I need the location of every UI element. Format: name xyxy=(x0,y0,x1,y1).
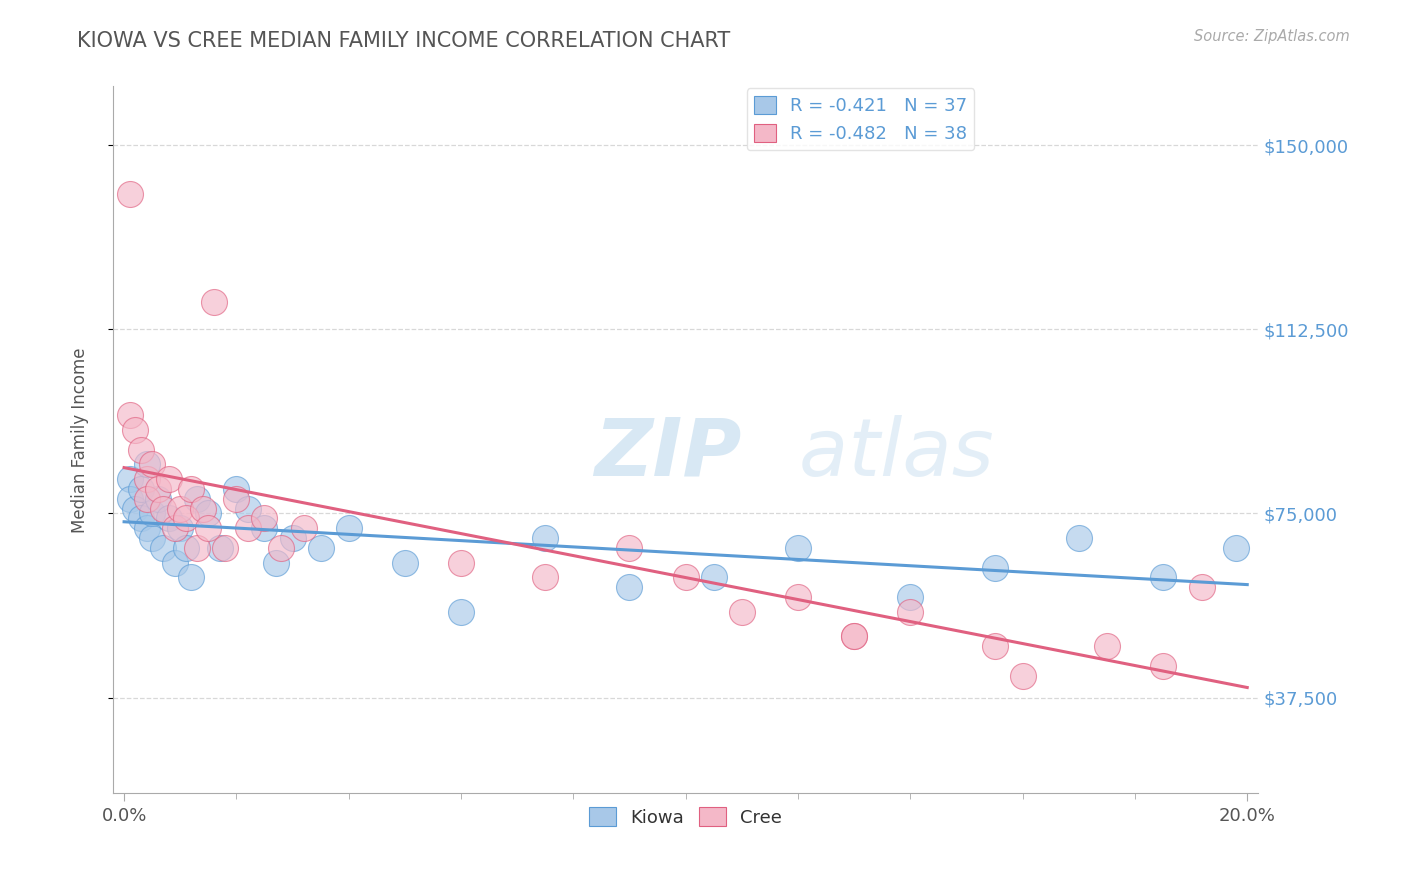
Point xyxy=(152,541,174,555)
Point xyxy=(124,423,146,437)
Point xyxy=(157,511,180,525)
Point xyxy=(1067,531,1090,545)
Point xyxy=(129,511,152,525)
Point xyxy=(163,556,186,570)
Text: KIOWA VS CREE MEDIAN FAMILY INCOME CORRELATION CHART: KIOWA VS CREE MEDIAN FAMILY INCOME CORRE… xyxy=(77,31,731,51)
Point xyxy=(146,482,169,496)
Point xyxy=(118,472,141,486)
Point xyxy=(731,605,754,619)
Point xyxy=(141,531,163,545)
Point xyxy=(1191,580,1213,594)
Point xyxy=(186,541,208,555)
Point xyxy=(129,482,152,496)
Point xyxy=(675,570,697,584)
Point xyxy=(619,541,641,555)
Point xyxy=(1011,668,1033,682)
Point xyxy=(394,556,416,570)
Point xyxy=(898,605,921,619)
Point xyxy=(225,491,247,506)
Point xyxy=(118,409,141,423)
Point xyxy=(264,556,287,570)
Point xyxy=(174,541,197,555)
Point xyxy=(135,458,157,472)
Point xyxy=(118,491,141,506)
Point xyxy=(197,521,219,535)
Point xyxy=(146,491,169,506)
Point xyxy=(842,629,865,643)
Point xyxy=(124,501,146,516)
Point xyxy=(174,511,197,525)
Point xyxy=(270,541,292,555)
Point xyxy=(898,590,921,604)
Point xyxy=(152,501,174,516)
Point xyxy=(236,521,259,535)
Point xyxy=(225,482,247,496)
Point xyxy=(292,521,315,535)
Point xyxy=(135,521,157,535)
Point xyxy=(141,507,163,521)
Point xyxy=(787,541,810,555)
Text: ZIP: ZIP xyxy=(593,415,741,493)
Point xyxy=(1225,541,1247,555)
Point xyxy=(787,590,810,604)
Point xyxy=(236,501,259,516)
Point xyxy=(1095,639,1118,653)
Point xyxy=(197,507,219,521)
Point xyxy=(214,541,236,555)
Point xyxy=(135,472,157,486)
Point xyxy=(202,295,225,310)
Point xyxy=(983,560,1005,574)
Point xyxy=(157,472,180,486)
Point xyxy=(703,570,725,584)
Point xyxy=(180,482,202,496)
Point xyxy=(1152,570,1174,584)
Point xyxy=(1152,658,1174,673)
Point xyxy=(129,442,152,457)
Point xyxy=(118,187,141,202)
Point xyxy=(842,629,865,643)
Point xyxy=(191,501,214,516)
Point xyxy=(534,531,557,545)
Point xyxy=(253,511,276,525)
Y-axis label: Median Family Income: Median Family Income xyxy=(72,347,89,533)
Legend: Kiowa, Cree: Kiowa, Cree xyxy=(582,800,789,834)
Point xyxy=(983,639,1005,653)
Point xyxy=(169,501,191,516)
Point xyxy=(619,580,641,594)
Point xyxy=(141,458,163,472)
Point xyxy=(186,491,208,506)
Point xyxy=(337,521,360,535)
Point xyxy=(169,521,191,535)
Point xyxy=(253,521,276,535)
Text: Source: ZipAtlas.com: Source: ZipAtlas.com xyxy=(1194,29,1350,44)
Point xyxy=(208,541,231,555)
Point xyxy=(534,570,557,584)
Point xyxy=(309,541,332,555)
Text: atlas: atlas xyxy=(593,415,994,493)
Point xyxy=(281,531,304,545)
Point xyxy=(180,570,202,584)
Point xyxy=(450,556,472,570)
Point xyxy=(450,605,472,619)
Point xyxy=(163,521,186,535)
Point xyxy=(135,491,157,506)
